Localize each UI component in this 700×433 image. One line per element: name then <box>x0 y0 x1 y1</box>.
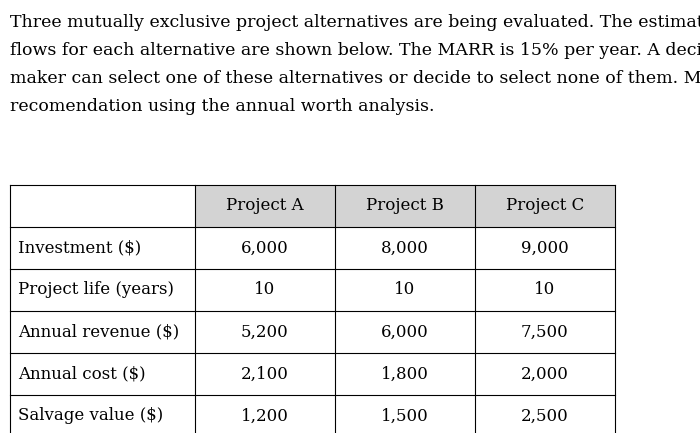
Text: 5,200: 5,200 <box>241 323 289 340</box>
Text: Project life (years): Project life (years) <box>18 281 174 298</box>
Text: 10: 10 <box>394 281 416 298</box>
Text: 1,500: 1,500 <box>381 407 429 424</box>
Text: Investment ($): Investment ($) <box>18 239 141 256</box>
Text: Annual cost ($): Annual cost ($) <box>18 365 146 382</box>
Text: 1,800: 1,800 <box>381 365 429 382</box>
Text: 1,200: 1,200 <box>241 407 289 424</box>
Text: 9,000: 9,000 <box>521 239 569 256</box>
Text: Salvage value ($): Salvage value ($) <box>18 407 163 424</box>
Text: 6,000: 6,000 <box>241 239 289 256</box>
Text: 2,100: 2,100 <box>241 365 289 382</box>
Bar <box>195 185 615 227</box>
Text: 10: 10 <box>534 281 556 298</box>
Text: 2,000: 2,000 <box>521 365 569 382</box>
Text: 7,500: 7,500 <box>521 323 569 340</box>
Text: maker can select one of these alternatives or decide to select none of them. Mak: maker can select one of these alternativ… <box>10 70 700 87</box>
Text: Project C: Project C <box>506 197 584 214</box>
Text: Three mutually exclusive project alternatives are being evaluated. The estimated: Three mutually exclusive project alterna… <box>10 14 700 31</box>
Text: recomendation using the annual worth analysis.: recomendation using the annual worth ana… <box>10 98 435 115</box>
Text: 2,500: 2,500 <box>521 407 569 424</box>
Text: Project A: Project A <box>226 197 304 214</box>
Text: 10: 10 <box>254 281 276 298</box>
Text: 6,000: 6,000 <box>381 323 429 340</box>
Text: Project B: Project B <box>366 197 444 214</box>
Text: 8,000: 8,000 <box>381 239 429 256</box>
Text: Annual revenue ($): Annual revenue ($) <box>18 323 179 340</box>
Text: flows for each alternative are shown below. The MARR is 15% per year. A decision: flows for each alternative are shown bel… <box>10 42 700 59</box>
